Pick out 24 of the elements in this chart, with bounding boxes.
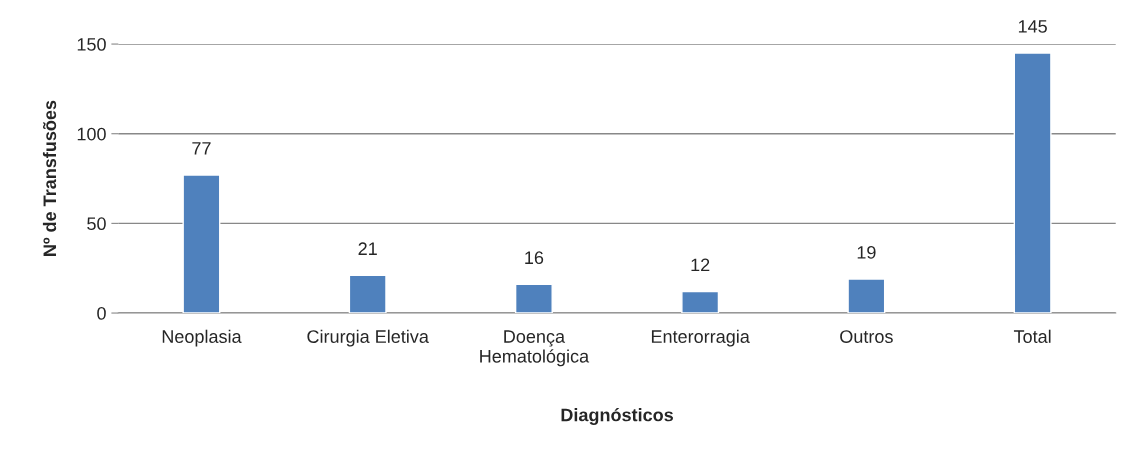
data-label: 12 (691, 258, 710, 272)
x-tick-label: Neoplasia (162, 329, 242, 347)
bar (182, 174, 221, 314)
y-tick-label: 100 (77, 127, 106, 141)
x-axis-title: Diagnósticos (561, 407, 673, 425)
x-tick-label: Doença Hematológica (480, 330, 590, 367)
data-label: 21 (358, 242, 377, 255)
data-label: 19 (857, 245, 876, 259)
x-tick-label: Cirurgia Eletiva (307, 329, 429, 347)
y-tick-label: 0 (97, 306, 106, 320)
y-tick-label: 150 (77, 38, 106, 51)
bar (514, 283, 553, 314)
bar (348, 274, 387, 314)
y-tick-label: 50 (87, 217, 106, 231)
data-label: 145 (1018, 20, 1047, 33)
y-axis-title: Nº de Transfusões (42, 100, 57, 256)
data-label: 16 (525, 251, 544, 265)
bar (847, 278, 886, 314)
bar (1013, 52, 1052, 314)
data-label: 77 (192, 142, 211, 155)
bar (681, 290, 720, 314)
x-tick-label: Enterorragia (651, 329, 750, 347)
x-tick-label: Outros (840, 330, 893, 343)
x-tick-label: Total (1013, 329, 1051, 343)
